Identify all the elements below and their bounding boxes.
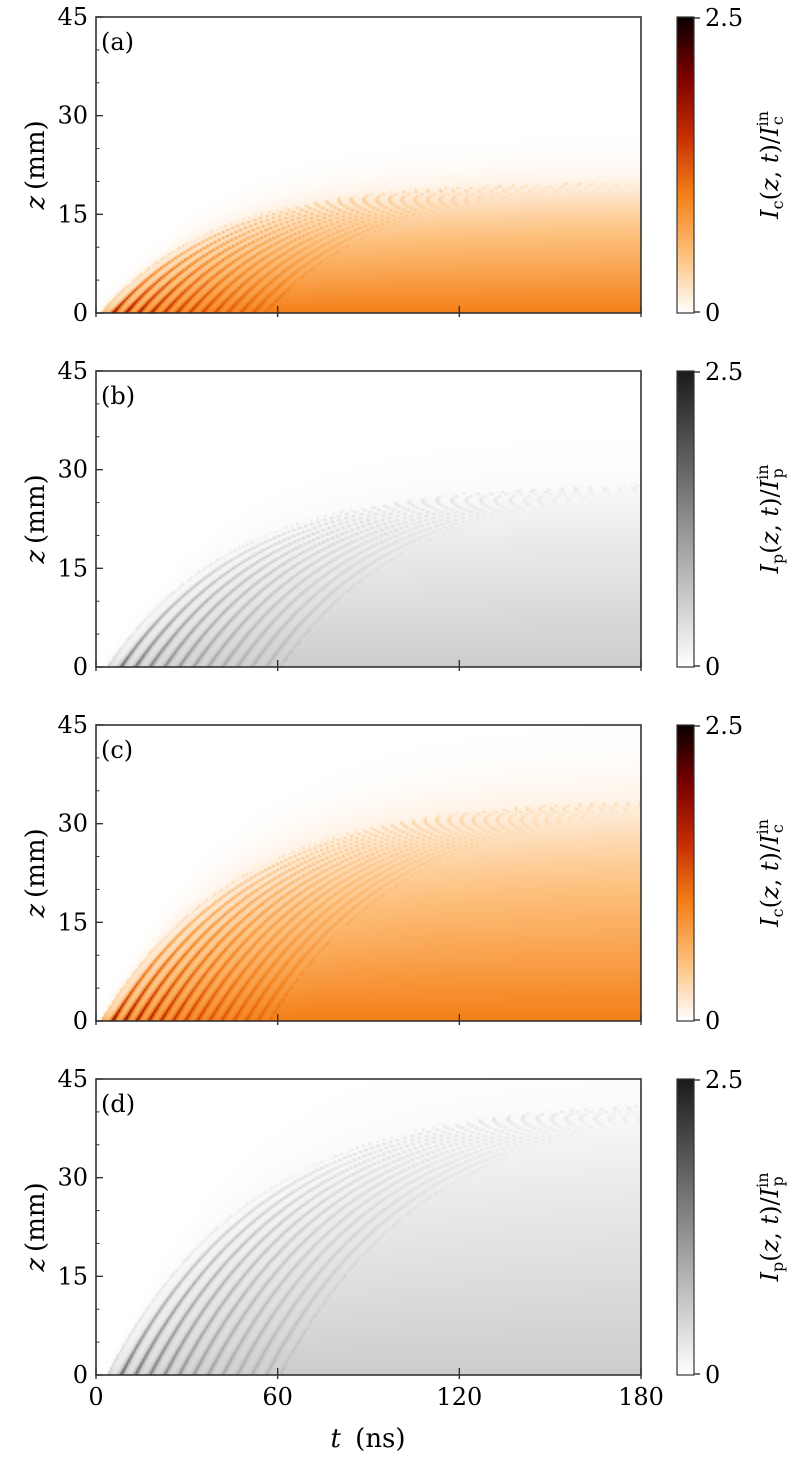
y-tick-label: 30 bbox=[57, 102, 88, 130]
colorbar-min-label: 0 bbox=[705, 1007, 720, 1035]
x-tick-label: 120 bbox=[436, 1383, 482, 1411]
y-tick-label: 0 bbox=[73, 653, 88, 681]
y-tick-label: 30 bbox=[57, 1164, 88, 1192]
heatmap-image bbox=[96, 371, 641, 667]
y-tick-label: 0 bbox=[73, 1007, 88, 1035]
x-tick-label: 0 bbox=[88, 1383, 103, 1411]
y-axis-label: z(mm) bbox=[21, 120, 51, 210]
colorbar bbox=[676, 1078, 695, 1376]
colorbar bbox=[676, 724, 695, 1022]
colorbar-min-label: 0 bbox=[705, 653, 720, 681]
colorbar-min-label: 0 bbox=[705, 1361, 720, 1389]
y-tick-label: 45 bbox=[57, 357, 88, 385]
panel-label: (a) bbox=[101, 28, 134, 56]
y-tick-label: 15 bbox=[57, 554, 88, 582]
y-tick-label: 30 bbox=[57, 810, 88, 838]
y-axis-label: z(mm) bbox=[21, 1182, 51, 1272]
heatmap-image bbox=[96, 17, 641, 313]
y-tick-label: 45 bbox=[57, 1065, 88, 1093]
y-tick-label: 45 bbox=[57, 3, 88, 31]
panel-d: 0 15 30 45 0 60 120 180 (d) z(mm) 2.5 0 Ip(z, t)/Iin… bbox=[21, 1065, 787, 1411]
colorbar-max-label: 2.5 bbox=[705, 712, 743, 740]
panel-b: 0 15 30 45 (b) z(mm) 2.5 0 Ip(z, t)/Iinp bbox=[21, 357, 787, 681]
colorbar-max-label: 2.5 bbox=[705, 358, 743, 386]
colorbar bbox=[676, 370, 695, 668]
colorbar-label: Ip(z, t)/Iinp bbox=[753, 464, 787, 574]
heatmap-image bbox=[96, 725, 641, 1021]
y-tick-label: 30 bbox=[57, 456, 88, 484]
colorbar-label: Ip(z, t)/Iinp bbox=[753, 1172, 787, 1282]
x-axis-unit: (ns) bbox=[355, 1424, 405, 1454]
colorbar-label: Ic(z, t)/Iinc bbox=[753, 111, 787, 220]
colorbar bbox=[676, 16, 695, 314]
y-tick-label: 0 bbox=[73, 299, 88, 327]
colorbar-max-label: 2.5 bbox=[705, 4, 743, 32]
plot-frame bbox=[95, 724, 642, 1022]
panel-label: (c) bbox=[101, 736, 133, 764]
colorbar-max-label: 2.5 bbox=[705, 1066, 743, 1094]
y-axis-label: z(mm) bbox=[21, 474, 51, 564]
panel-c: 0 15 30 45 (c) z(mm) 2.5 0 Ic(z, t)/Iinc bbox=[21, 711, 787, 1035]
y-axis-label: z(mm) bbox=[21, 828, 51, 918]
plot-frame bbox=[95, 1078, 642, 1376]
y-tick-label: 45 bbox=[57, 711, 88, 739]
x-axis-var: t bbox=[330, 1424, 341, 1454]
svg-text:t (ns): t (ns) bbox=[330, 1424, 405, 1454]
panel-label: (b) bbox=[101, 382, 135, 410]
y-tick-label: 15 bbox=[57, 908, 88, 936]
y-tick-label: 0 bbox=[73, 1361, 88, 1389]
panel-a: 0 15 30 45 (a) z(mm) 2.5 0 Ic(z, t)/Iinc bbox=[21, 3, 787, 327]
plot-frame bbox=[95, 16, 642, 314]
x-tick-label: 60 bbox=[262, 1383, 293, 1411]
y-tick-label: 15 bbox=[57, 1262, 88, 1290]
x-tick-label: 180 bbox=[618, 1383, 664, 1411]
x-axis-title: t (ns) bbox=[330, 1424, 405, 1454]
colorbar-label: Ic(z, t)/Iinc bbox=[753, 819, 787, 928]
heatmap-image bbox=[96, 1079, 641, 1375]
panel-label: (d) bbox=[101, 1090, 135, 1118]
colorbar-min-label: 0 bbox=[705, 299, 720, 327]
plot-frame bbox=[95, 370, 642, 668]
y-tick-label: 15 bbox=[57, 200, 88, 228]
